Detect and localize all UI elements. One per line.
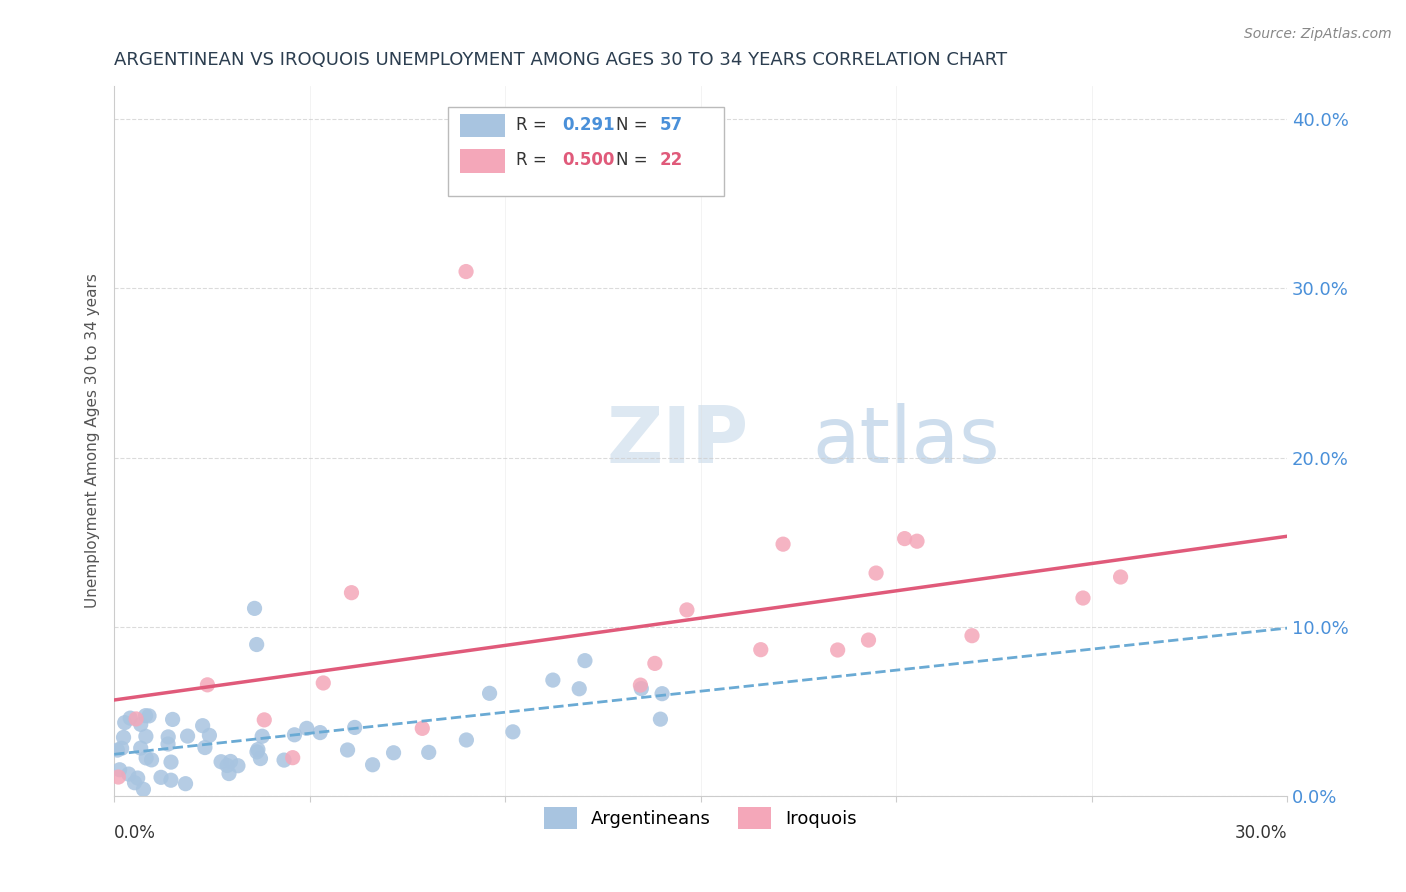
Point <box>127 771 149 785</box>
Point <box>1071 591 1094 605</box>
Point <box>418 745 440 759</box>
Text: 57: 57 <box>659 116 683 134</box>
Point <box>107 770 129 784</box>
Point <box>574 654 596 668</box>
Point <box>772 537 794 551</box>
Point <box>650 712 672 726</box>
Point <box>150 770 173 784</box>
Text: ARGENTINEAN VS IROQUOIS UNEMPLOYMENT AMONG AGES 30 TO 34 YEARS CORRELATION CHART: ARGENTINEAN VS IROQUOIS UNEMPLOYMENT AMO… <box>114 51 1007 69</box>
Point <box>107 743 129 757</box>
Point <box>176 729 198 743</box>
Point <box>250 729 273 743</box>
Point <box>1109 570 1132 584</box>
Text: atlas: atlas <box>813 402 1000 479</box>
Point <box>295 722 318 736</box>
Point <box>226 758 249 772</box>
Point <box>456 733 478 747</box>
Point <box>246 742 269 756</box>
Point <box>174 777 197 791</box>
Point <box>630 681 652 696</box>
Point <box>217 758 239 772</box>
Point <box>120 711 142 725</box>
Point <box>905 534 928 549</box>
Text: ZIP: ZIP <box>607 402 749 479</box>
Point <box>336 743 359 757</box>
Text: 0.0%: 0.0% <box>114 824 156 842</box>
Point <box>138 709 160 723</box>
Point <box>197 678 219 692</box>
Point <box>157 730 180 744</box>
Bar <box>460 114 505 137</box>
Point <box>361 757 384 772</box>
Point <box>502 724 524 739</box>
Point <box>343 721 366 735</box>
Text: N =: N = <box>616 116 652 134</box>
Point <box>960 629 983 643</box>
Point <box>676 603 699 617</box>
Point <box>135 751 157 765</box>
Text: 0.500: 0.500 <box>562 151 614 169</box>
Point <box>382 746 405 760</box>
Point <box>243 601 266 615</box>
Point <box>160 755 183 769</box>
Point <box>249 751 271 765</box>
Point <box>135 708 157 723</box>
Point <box>162 713 184 727</box>
Legend: Argentineans, Iroquois: Argentineans, Iroquois <box>537 800 865 837</box>
Text: 30.0%: 30.0% <box>1234 824 1286 842</box>
Text: Source: ZipAtlas.com: Source: ZipAtlas.com <box>1244 27 1392 41</box>
Point <box>118 767 141 781</box>
Point <box>111 741 134 756</box>
Point <box>651 687 673 701</box>
Y-axis label: Unemployment Among Ages 30 to 34 years: Unemployment Among Ages 30 to 34 years <box>86 273 100 608</box>
Point <box>125 712 148 726</box>
Point <box>112 731 135 745</box>
Point <box>108 763 131 777</box>
Point <box>340 585 363 599</box>
Point <box>114 715 136 730</box>
Point <box>273 753 295 767</box>
Point <box>312 676 335 690</box>
Point <box>865 566 887 580</box>
Point <box>124 775 146 789</box>
Text: 22: 22 <box>659 151 683 169</box>
Bar <box>460 150 505 173</box>
Point <box>644 657 666 671</box>
Text: 0.291: 0.291 <box>562 116 614 134</box>
Bar <box>449 107 724 195</box>
Point <box>191 719 214 733</box>
Point <box>827 643 849 657</box>
Point <box>157 737 180 751</box>
Point <box>568 681 591 696</box>
Point <box>209 755 232 769</box>
Point <box>141 753 163 767</box>
Point <box>283 728 305 742</box>
Text: R =: R = <box>516 116 553 134</box>
Point <box>749 642 772 657</box>
Point <box>132 782 155 797</box>
Point <box>281 750 304 764</box>
Point <box>218 766 240 780</box>
Point <box>411 722 433 736</box>
Point <box>129 741 152 756</box>
Point <box>253 713 276 727</box>
Text: R =: R = <box>516 151 553 169</box>
Point <box>858 633 880 648</box>
Point <box>198 728 221 742</box>
Point <box>309 725 332 739</box>
Point <box>160 773 183 788</box>
Text: N =: N = <box>616 151 652 169</box>
Point <box>135 730 157 744</box>
Point <box>246 638 269 652</box>
Point <box>541 673 564 687</box>
Point <box>129 717 152 731</box>
Point <box>246 745 269 759</box>
Point <box>893 532 915 546</box>
Point <box>454 264 477 278</box>
Point <box>478 686 501 700</box>
Point <box>194 740 217 755</box>
Point <box>628 678 651 692</box>
Point <box>219 755 242 769</box>
